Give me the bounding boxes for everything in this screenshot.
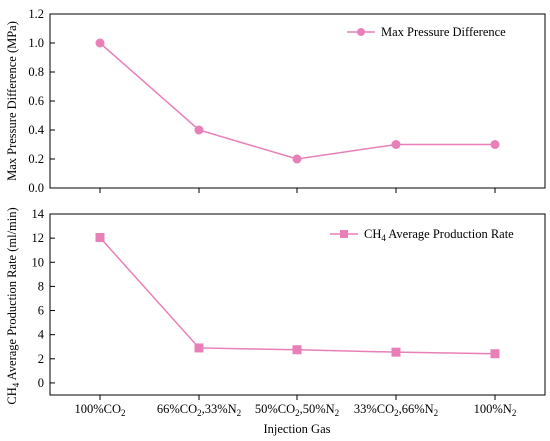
bottom-data-point bbox=[292, 345, 302, 355]
bottom-data-point bbox=[194, 343, 204, 353]
bottom-x-ticks: 100%CO2 66%CO2,33%N2 50%CO2,50%N2 33%CO2,66… bbox=[74, 395, 516, 418]
top-chart: 0.0 0.2 0.4 0.6 0.8 1.0 1.2 Max Pressure Diffe… bbox=[5, 7, 546, 195]
top-y-tick-label: 0.6 bbox=[28, 94, 44, 108]
bottom-plot-frame bbox=[49, 213, 546, 396]
x-tick-label: 66%CO2,33%N2 bbox=[157, 402, 241, 418]
bottom-legend-marker bbox=[340, 230, 348, 238]
bottom-y-tick-label: 14 bbox=[32, 207, 45, 221]
top-data-point bbox=[292, 154, 302, 164]
top-y-tick-label: 0.8 bbox=[28, 65, 44, 79]
bottom-y-ticks: 0 2 4 6 8 10 12 14 bbox=[32, 207, 55, 390]
top-y-tick-label: 1.0 bbox=[28, 36, 44, 50]
top-y-tick-label: 0.2 bbox=[28, 152, 44, 166]
top-series bbox=[95, 38, 500, 164]
top-y-axis-label: Max Pressure Difference (MPa) bbox=[5, 21, 19, 181]
top-y-ticks: 0.0 0.2 0.4 0.6 0.8 1.0 1.2 bbox=[28, 7, 55, 195]
x-tick-label: 100%CO2 bbox=[74, 402, 125, 418]
top-data-point bbox=[490, 140, 500, 149]
bottom-legend-label: CH4 Average Production Rate bbox=[364, 227, 514, 243]
top-data-point bbox=[194, 125, 204, 135]
top-data-point bbox=[391, 140, 401, 149]
top-y-tick-label: 0.0 bbox=[28, 181, 44, 195]
bottom-series bbox=[95, 233, 500, 359]
bottom-y-tick-label: 2 bbox=[38, 352, 44, 366]
bottom-data-point bbox=[95, 233, 105, 243]
bottom-y-tick-label: 10 bbox=[32, 255, 45, 269]
top-y-tick-label: 1.2 bbox=[28, 7, 44, 21]
bottom-series-line bbox=[99, 237, 496, 355]
top-legend: Max Pressure Difference bbox=[347, 25, 506, 39]
x-tick-label: 50%CO2,50%N2 bbox=[255, 402, 339, 418]
top-legend-label: Max Pressure Difference bbox=[381, 25, 506, 39]
bottom-y-axis-label: CH4 Average Production Rate (ml/min) bbox=[5, 207, 21, 404]
top-y-tick-label: 0.4 bbox=[28, 123, 44, 137]
top-series-line bbox=[99, 42, 495, 160]
bottom-chart: 0 2 4 6 8 10 12 14 100%CO2 66%CO2,33%N2 50%CO2,50… bbox=[5, 207, 546, 436]
x-tick-label: 33%CO2,66%N2 bbox=[354, 402, 438, 418]
top-x-ticks bbox=[99, 188, 496, 193]
bottom-y-tick-label: 4 bbox=[38, 328, 45, 342]
bottom-y-tick-label: 8 bbox=[38, 279, 44, 293]
top-legend-marker bbox=[357, 28, 365, 36]
bottom-y-tick-label: 6 bbox=[38, 304, 44, 318]
bottom-data-point bbox=[490, 349, 500, 359]
bottom-y-tick-label: 0 bbox=[38, 376, 44, 390]
bottom-data-point bbox=[391, 347, 401, 357]
bottom-legend: CH4 Average Production Rate bbox=[330, 227, 514, 243]
bottom-y-tick-label: 12 bbox=[32, 231, 45, 245]
x-tick-label: 100%N2 bbox=[474, 402, 517, 418]
top-data-point bbox=[95, 38, 105, 48]
x-axis-label: Injection Gas bbox=[264, 422, 331, 436]
